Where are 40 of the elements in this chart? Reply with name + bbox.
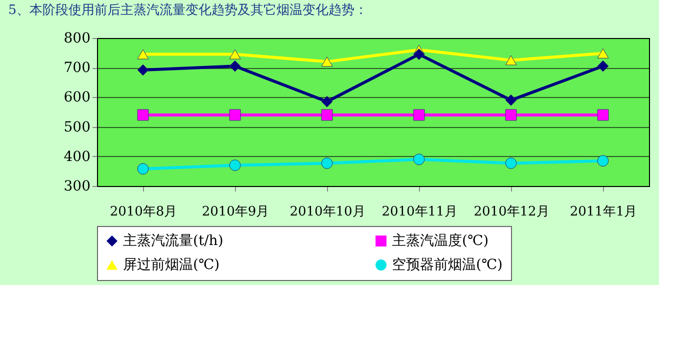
point [137, 49, 149, 60]
legend-label: 主蒸汽温度(℃) [392, 233, 489, 249]
point [137, 64, 149, 76]
y-tick-label: 600 [64, 90, 90, 106]
x-tick-label: 2010年12月 [474, 204, 550, 220]
point [505, 94, 517, 106]
point [229, 109, 241, 121]
x-tick-label: 2010年8月 [110, 204, 178, 220]
x-tick-label: 2010年10月 [290, 204, 366, 220]
point [321, 56, 333, 67]
point [505, 157, 517, 169]
point [413, 48, 425, 60]
legend-label: 主蒸汽流量(t/h) [123, 233, 224, 249]
point [321, 109, 333, 121]
point [229, 49, 241, 60]
x-tick-label: 2010年11月 [382, 204, 458, 220]
point [597, 109, 609, 121]
point [137, 163, 149, 175]
point [505, 109, 517, 121]
legend-label: 空预器前烟温(℃) [392, 257, 503, 273]
point [321, 96, 333, 108]
point [229, 60, 241, 72]
x-tick-label: 2010年9月 [202, 204, 270, 220]
point [137, 109, 149, 121]
y-tick-label: 800 [64, 30, 90, 46]
y-tick-label: 500 [64, 119, 90, 136]
point [505, 55, 517, 66]
y-tick-label: 400 [64, 148, 90, 165]
point [597, 60, 609, 72]
y-tick-label: 700 [64, 60, 90, 76]
point [597, 48, 609, 58]
point [413, 109, 425, 121]
legend-label: 屏过前烟温(℃) [123, 257, 220, 273]
y-tick-label: 300 [64, 178, 90, 194]
x-tick-label: 2011年1月 [570, 204, 638, 220]
point [597, 155, 609, 167]
point [321, 157, 333, 169]
point [413, 154, 425, 166]
point [229, 160, 241, 171]
chart-title: 5、本阶段使用前后主蒸汽流量变化趋势及其它烟温变化趋势： [8, 2, 368, 18]
